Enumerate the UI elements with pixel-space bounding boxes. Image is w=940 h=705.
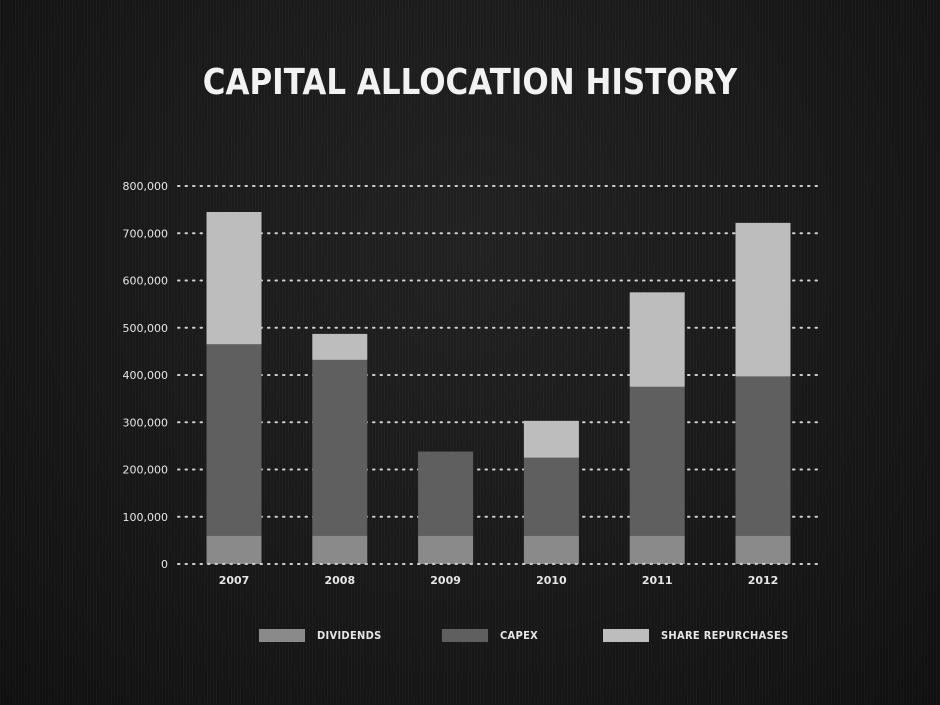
y-tick-label: 800,000 <box>123 180 169 193</box>
y-tick-label: 200,000 <box>123 464 169 477</box>
bar-dividends-2010 <box>523 535 579 564</box>
legend-swatch-share-repurchases <box>603 628 649 642</box>
bar-capex-2012 <box>735 376 791 536</box>
x-tick-label: 2008 <box>324 574 355 587</box>
bar-share-repurchases-2012 <box>735 222 791 377</box>
bar-dividends-2008 <box>312 535 368 564</box>
bar-dividends-2012 <box>735 535 791 564</box>
chart-title: CAPITAL ALLOCATION HISTORY <box>202 62 738 103</box>
x-tick-label: 2009 <box>430 574 461 587</box>
y-tick-label: 400,000 <box>123 369 169 382</box>
legend-label-capex: CAPEX <box>500 628 539 642</box>
legend-item-share-repurchases: SHARE REPURCHASES <box>603 628 789 642</box>
bar-dividends-2007 <box>206 535 262 564</box>
x-tick-label: 2007 <box>219 574 250 587</box>
bar-capex-2010 <box>523 457 579 536</box>
y-tick-label: 100,000 <box>123 511 169 524</box>
legend-swatch-dividends <box>259 628 305 642</box>
bar-capex-2011 <box>629 386 685 536</box>
legend: DIVIDENDS CAPEX SHARE REPURCHASES <box>0 628 940 648</box>
bar-share-repurchases-2011 <box>629 292 685 387</box>
legend-item-capex: CAPEX <box>442 628 538 642</box>
y-tick-label: 500,000 <box>123 322 169 335</box>
bar-dividends-2009 <box>418 535 474 564</box>
y-tick-label: 300,000 <box>123 416 169 429</box>
bar-capex-2007 <box>206 344 262 536</box>
legend-label-dividends: DIVIDENDS <box>317 628 382 642</box>
bar-share-repurchases-2010 <box>523 420 579 458</box>
x-tick-label: 2012 <box>748 574 779 587</box>
bar-capex-2008 <box>312 359 368 536</box>
y-tick-label: 700,000 <box>123 227 169 240</box>
x-tick-label: 2010 <box>536 574 567 587</box>
bar-share-repurchases-2007 <box>206 211 262 345</box>
legend-swatch-capex <box>442 628 488 642</box>
legend-item-dividends: DIVIDENDS <box>259 628 382 642</box>
bar-dividends-2011 <box>629 535 685 564</box>
bar-share-repurchases-2008 <box>312 333 368 360</box>
y-tick-label: 600,000 <box>123 275 169 288</box>
x-tick-label: 2011 <box>642 574 673 587</box>
bar-capex-2009 <box>418 451 474 536</box>
legend-label-share-repurchases: SHARE REPURCHASES <box>661 628 789 642</box>
y-tick-label: 0 <box>161 558 168 571</box>
